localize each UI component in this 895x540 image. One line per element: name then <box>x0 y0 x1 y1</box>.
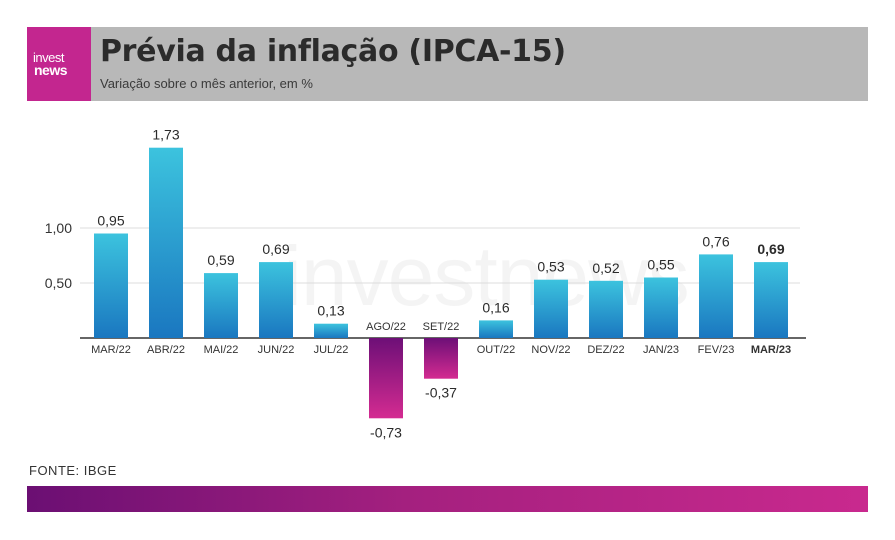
category-label: FEV/23 <box>698 344 735 356</box>
investnews-logo: invest news <box>27 27 91 101</box>
chart-subtitle: Variação sobre o mês anterior, em % <box>100 76 313 91</box>
bar-set-22 <box>424 338 458 379</box>
bar-mar-22 <box>94 233 128 338</box>
category-label: JUN/22 <box>258 344 295 356</box>
value-label: 0,59 <box>207 252 234 268</box>
bar-jun-22 <box>259 262 293 338</box>
value-label: 0,55 <box>647 257 674 273</box>
bar-mar-23 <box>754 262 788 338</box>
footer-gradient-bar <box>27 486 868 512</box>
header: invest news Prévia da inflação (IPCA-15)… <box>27 27 868 101</box>
bar-out-22 <box>479 320 513 338</box>
category-label: OUT/22 <box>477 344 516 356</box>
logo-text-news: news <box>34 62 68 78</box>
bar-jan-23 <box>644 277 678 338</box>
bar-abr-22 <box>149 147 183 338</box>
category-label: AGO/22 <box>366 321 406 333</box>
value-label: -0,73 <box>370 424 402 440</box>
bar-nov-22 <box>534 279 568 338</box>
category-label: DEZ/22 <box>587 344 624 356</box>
value-label: 0,16 <box>482 299 509 315</box>
logo-text-invest: invest <box>33 50 64 65</box>
bar-fev-23 <box>699 254 733 338</box>
value-label: 0,69 <box>757 241 784 257</box>
chart-title: Prévia da inflação (IPCA-15) <box>100 34 566 69</box>
value-label: -0,37 <box>425 385 457 401</box>
bar-jul-22 <box>314 323 348 338</box>
category-label: MAR/22 <box>91 344 131 356</box>
value-label: 0,76 <box>702 233 729 249</box>
category-label: ABR/22 <box>147 344 185 356</box>
value-label: 0,53 <box>537 259 564 275</box>
category-label: NOV/22 <box>531 344 570 356</box>
value-label: 0,69 <box>262 241 289 257</box>
value-label: 0,52 <box>592 260 619 276</box>
bar-mai-22 <box>204 273 238 338</box>
value-label: 0,95 <box>97 213 124 229</box>
value-label: 0,13 <box>317 303 344 319</box>
category-label: MAR/23 <box>751 344 791 356</box>
bar-dez-22 <box>589 280 623 338</box>
value-label: 1,73 <box>152 127 179 143</box>
bar-ago-22 <box>369 338 403 419</box>
category-label: SET/22 <box>423 321 460 333</box>
category-label: JUL/22 <box>314 344 349 356</box>
y-tick-label: 1,00 <box>45 220 72 236</box>
source-note: FONTE: IBGE <box>29 463 117 478</box>
category-label: MAI/22 <box>204 344 239 356</box>
category-label: JAN/23 <box>643 344 679 356</box>
y-tick-label: 0,50 <box>45 275 72 291</box>
